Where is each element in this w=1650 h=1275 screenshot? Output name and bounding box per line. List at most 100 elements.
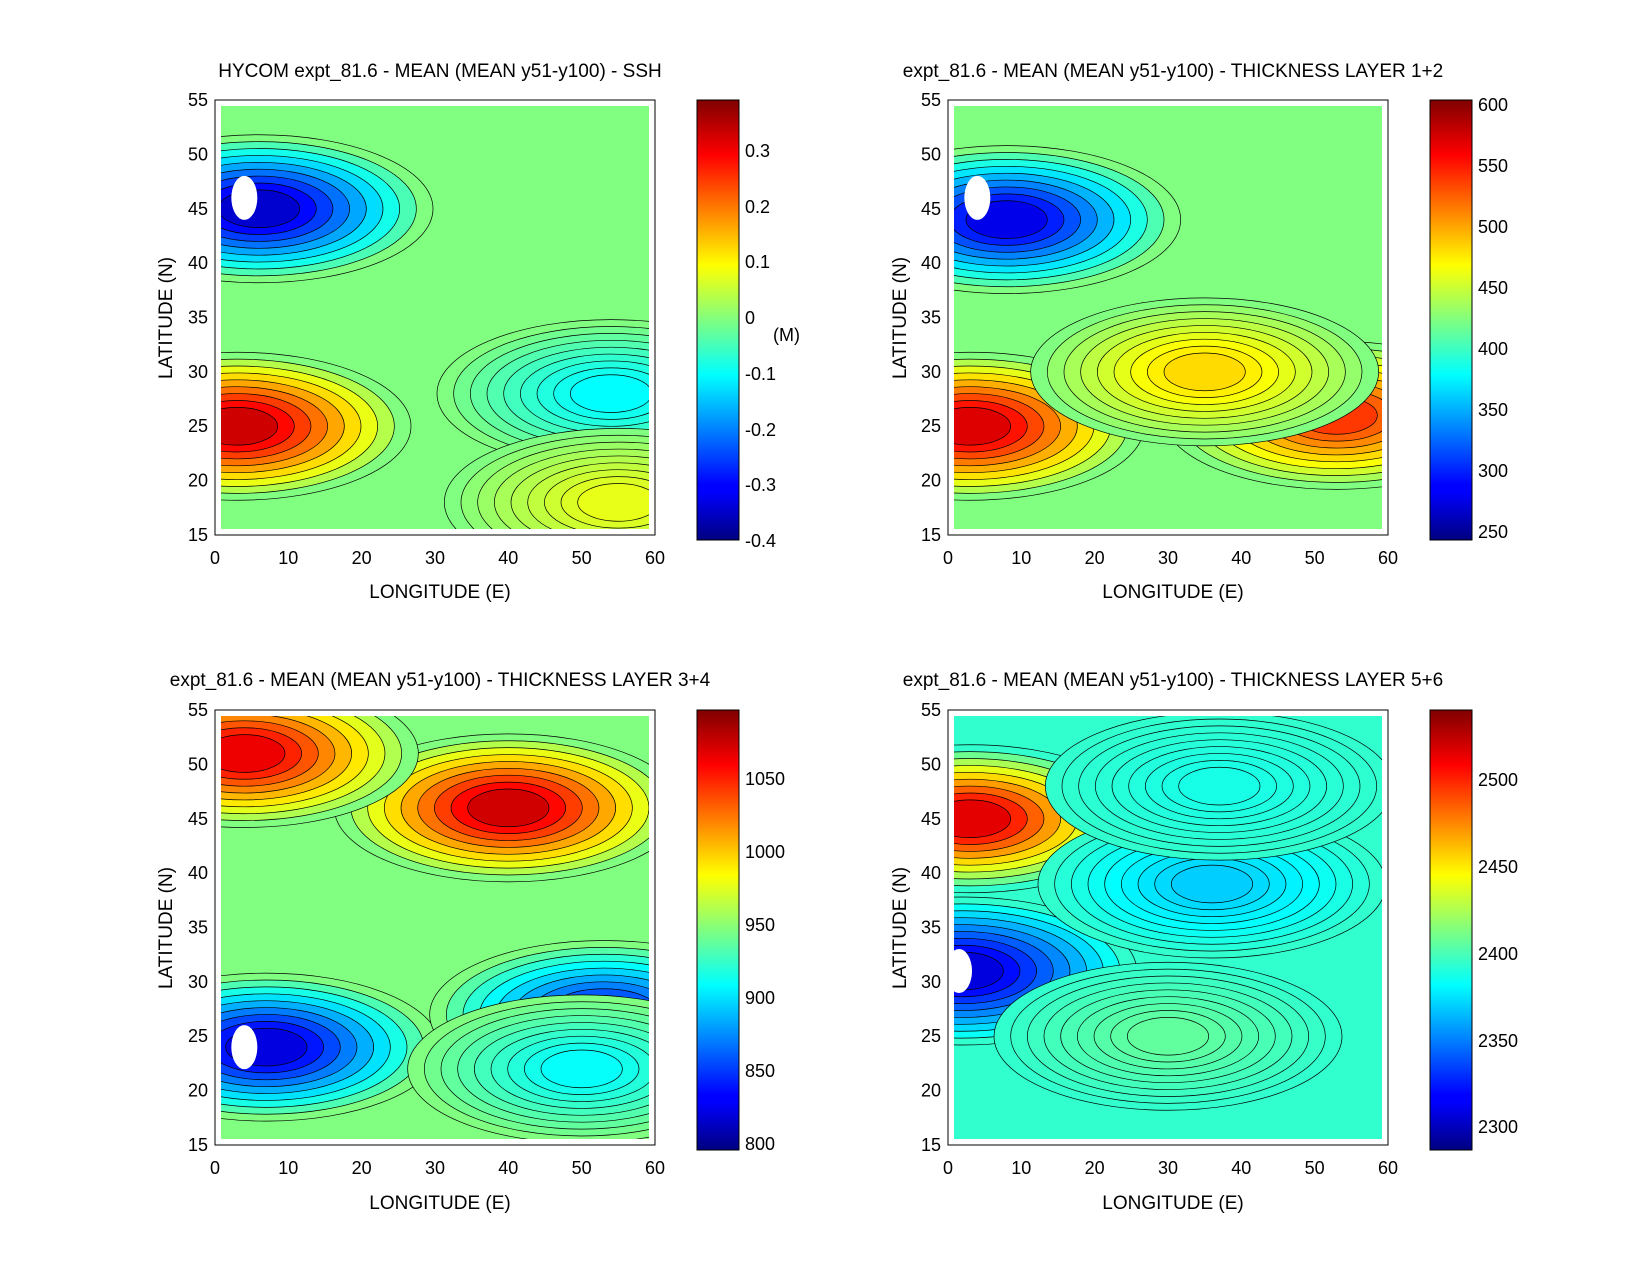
colorbar-tick-label: 950 — [745, 915, 775, 935]
contour-field — [221, 716, 649, 1139]
contour-band — [1163, 352, 1246, 392]
x-tick-label: 60 — [1378, 548, 1398, 568]
y-axis-label: LATITUDE (N) — [890, 867, 911, 989]
colorbar-scale — [696, 99, 740, 541]
y-tick-label: 15 — [921, 525, 941, 545]
x-tick-label: 60 — [645, 548, 665, 568]
y-tick-label: 45 — [921, 199, 941, 219]
contour-field — [221, 106, 649, 529]
colorbar-tick-label: 0.1 — [745, 252, 770, 272]
colorbar-tick-label: -0.4 — [745, 531, 776, 551]
colorbar-tick-label: 850 — [745, 1061, 775, 1081]
colorbar: 600 550 500 450 400 350 300 250 — [1429, 95, 1508, 542]
colorbar-tick-label: 400 — [1478, 339, 1508, 359]
colorbar-ticks: 0.3 0.2 0.1 0 -0.1 -0.2 -0.3 -0.4 — [745, 141, 776, 551]
y-tick-label: 55 — [188, 90, 208, 110]
y-tick-label: 50 — [921, 144, 941, 164]
y-tick-label: 40 — [188, 863, 208, 883]
x-tick-label: 0 — [943, 1158, 953, 1178]
y-tick-label: 50 — [188, 754, 208, 774]
colorbar-tick-label: 2350 — [1478, 1031, 1518, 1051]
y-tick-label: 15 — [921, 1135, 941, 1155]
x-tick-label: 50 — [572, 1158, 592, 1178]
colorbar-scale — [1429, 99, 1473, 541]
colorbar: 1050 1000 950 900 850 800 — [696, 709, 785, 1154]
y-tick-label: 40 — [921, 863, 941, 883]
y-tick-label: 40 — [921, 253, 941, 273]
x-axis: 0 10 20 30 40 50 60 — [210, 548, 665, 568]
colorbar-tick-label: 800 — [745, 1134, 775, 1154]
x-tick-label: 0 — [943, 548, 953, 568]
contour-band — [954, 799, 1012, 838]
plot-frame — [214, 709, 656, 1146]
colorbar-tick-label: 250 — [1478, 522, 1508, 542]
y-axis: 15 20 25 30 35 40 45 50 55 — [921, 700, 941, 1155]
x-tick-label: 10 — [278, 548, 298, 568]
contour-band — [577, 483, 649, 522]
x-axis: 0 10 20 30 40 50 60 — [943, 548, 1398, 568]
x-axis-label: LONGITUDE (E) — [1102, 582, 1243, 603]
y-tick-label: 35 — [188, 918, 208, 938]
y-axis: 15 20 25 30 35 40 45 50 55 — [188, 700, 208, 1155]
x-tick-label: 30 — [425, 1158, 445, 1178]
colorbar-tick-label: -0.2 — [745, 420, 776, 440]
x-axis: 0 10 20 30 40 50 60 — [210, 1158, 665, 1178]
contour-field — [954, 106, 1382, 529]
colorbar-tick-label: 2450 — [1478, 857, 1518, 877]
y-tick-label: 45 — [921, 809, 941, 829]
y-tick-label: 55 — [921, 700, 941, 720]
y-tick-label: 25 — [188, 1026, 208, 1046]
y-tick-label: 20 — [921, 471, 941, 491]
x-tick-label: 50 — [572, 548, 592, 568]
x-axis-label: LONGITUDE (E) — [1102, 1193, 1243, 1214]
y-tick-label: 30 — [188, 972, 208, 992]
y-tick-label: 40 — [188, 253, 208, 273]
plot-frame — [947, 709, 1389, 1146]
y-tick-label: 20 — [921, 1081, 941, 1101]
y-tick-label: 35 — [921, 918, 941, 938]
land-mask — [954, 949, 972, 993]
panel-thickness-layer-5-6: expt_81.6 - MEAN (MEAN y51-y100) - THICK… — [890, 670, 1518, 1214]
y-tick-label: 45 — [188, 809, 208, 829]
colorbar-tick-label: 350 — [1478, 400, 1508, 420]
x-tick-label: 20 — [352, 548, 372, 568]
colorbar-tick-label: 1000 — [745, 842, 785, 862]
y-tick-label: 30 — [921, 972, 941, 992]
y-tick-label: 25 — [921, 416, 941, 436]
land-mask — [231, 1025, 258, 1070]
colorbar-tick-label: 500 — [1478, 217, 1508, 237]
x-axis-label: LONGITUDE (E) — [369, 1193, 510, 1214]
contour-band — [1178, 766, 1261, 806]
x-tick-label: 10 — [1011, 1158, 1031, 1178]
y-tick-label: 55 — [921, 90, 941, 110]
y-tick-label: 30 — [188, 362, 208, 382]
y-tick-label: 50 — [921, 754, 941, 774]
y-tick-label: 15 — [188, 1135, 208, 1155]
colorbar-tick-label: 0 — [745, 308, 755, 328]
colorbar-tick-label: 0.2 — [745, 197, 770, 217]
y-axis-label: LATITUDE (N) — [156, 257, 177, 379]
land-mask — [231, 175, 258, 220]
x-tick-label: 50 — [1305, 1158, 1325, 1178]
y-tick-label: 35 — [921, 308, 941, 328]
colorbar-tick-label: 900 — [745, 988, 775, 1008]
colorbar-tick-label: 600 — [1478, 95, 1508, 115]
colorbar-scale — [696, 709, 740, 1151]
x-tick-label: 30 — [425, 548, 445, 568]
y-axis-label: LATITUDE (N) — [890, 257, 911, 379]
colorbar-tick-label: 450 — [1478, 278, 1508, 298]
colorbar: 2500 2450 2400 2350 2300 — [1429, 709, 1518, 1151]
x-tick-label: 30 — [1158, 548, 1178, 568]
colorbar-tick-label: 1050 — [745, 769, 785, 789]
panel-title: HYCOM expt_81.6 - MEAN (MEAN y51-y100) -… — [218, 61, 661, 82]
x-tick-label: 10 — [278, 1158, 298, 1178]
contour-field — [954, 716, 1382, 1139]
x-axis-label: LONGITUDE (E) — [369, 582, 510, 603]
y-axis: 15 20 25 30 35 40 45 50 55 — [188, 90, 208, 545]
y-tick-label: 20 — [188, 471, 208, 491]
y-tick-label: 30 — [921, 362, 941, 382]
x-tick-label: 40 — [498, 548, 518, 568]
panel-title: expt_81.6 - MEAN (MEAN y51-y100) - THICK… — [170, 670, 711, 691]
contour-band — [540, 1049, 623, 1089]
